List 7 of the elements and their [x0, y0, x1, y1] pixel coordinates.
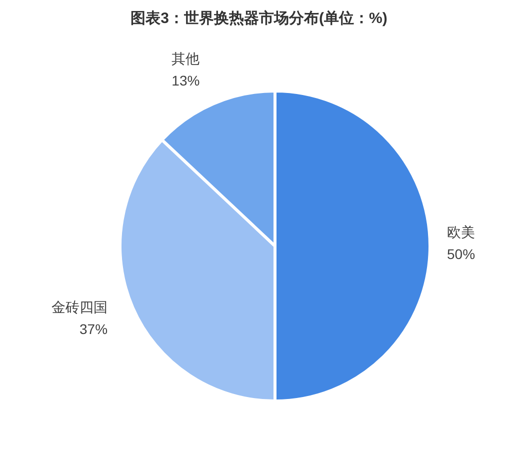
slice-label: 其他: [172, 50, 200, 67]
slice-label: 欧美: [447, 224, 475, 240]
data-label: 37%: [80, 321, 108, 338]
data-label: 50%: [447, 246, 476, 262]
data-label: 13%: [172, 72, 200, 89]
slice-label: 金砖四国: [52, 299, 108, 316]
chart-title: 图表3：世界换热器市场分布(单位：%): [130, 9, 388, 28]
